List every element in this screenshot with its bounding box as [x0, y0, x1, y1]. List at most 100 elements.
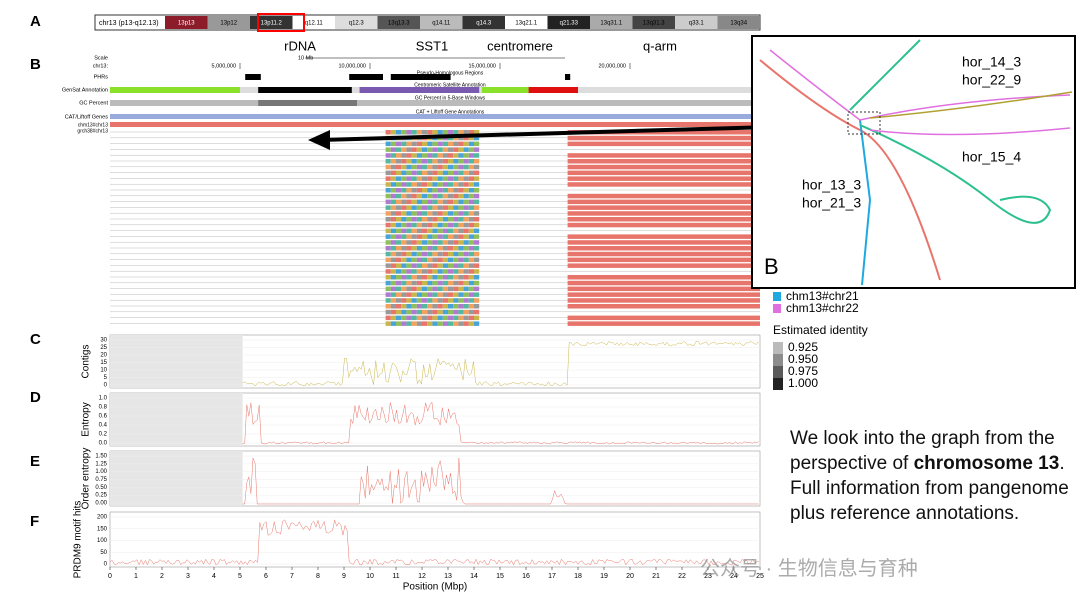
sample-segment: [391, 217, 396, 222]
x-tick-label: 1: [134, 573, 138, 580]
sample-segment: [458, 159, 463, 164]
sample-segment: [396, 246, 401, 251]
y-tick-label: 0.2: [99, 432, 108, 438]
sample-qarm: [568, 136, 760, 141]
sample-segment: [391, 269, 396, 274]
sample-segment: [458, 269, 463, 274]
sample-segment: [412, 165, 417, 170]
sample-segment: [453, 159, 458, 164]
sample-segment: [422, 252, 427, 256]
band-label: 13q21.1: [515, 21, 537, 27]
sample-segment: [464, 321, 469, 326]
sample-segment: [391, 194, 396, 199]
sample-segment: [422, 287, 427, 292]
sample-segment: [406, 281, 411, 286]
sample-segment: [391, 153, 396, 158]
sample-segment: [432, 165, 437, 170]
sample-segment: [427, 165, 432, 170]
sample-segment: [391, 240, 396, 245]
sample-segment: [438, 165, 443, 170]
sample-segment: [453, 205, 458, 210]
sample-segment: [474, 229, 479, 234]
sample-segment: [386, 234, 391, 239]
sample-segment: [401, 223, 406, 228]
sample-segment: [422, 211, 427, 216]
sample-segment: [443, 200, 448, 205]
sample-segment: [443, 217, 448, 222]
sample-segment: [464, 310, 469, 315]
sample-qarm: [568, 171, 760, 176]
sample-segment: [453, 304, 458, 309]
sample-segment: [391, 298, 396, 303]
sample-segment: [386, 194, 391, 199]
sample-segment: [406, 304, 411, 309]
sample-segment: [443, 269, 448, 274]
sample-segment: [391, 258, 396, 263]
sample-segment: [386, 281, 391, 286]
sample-segment: [448, 275, 453, 280]
sample-segment: [396, 275, 401, 280]
sample-qarm: [568, 205, 760, 210]
sample-qarm: [568, 304, 760, 309]
sample-segment: [458, 292, 463, 297]
sample-segment: [458, 263, 463, 268]
sample-segment: [427, 258, 432, 263]
gensat-red: [529, 87, 578, 93]
sample-segment: [432, 200, 437, 205]
sample-segment: [438, 246, 443, 251]
sample-segment: [438, 258, 443, 263]
y-tick-label: 0.75: [95, 477, 107, 483]
x-tick-label: 21: [652, 573, 660, 580]
y-tick-label: 1.00: [95, 469, 107, 475]
sample-segment: [412, 304, 417, 309]
sample-segment: [412, 287, 417, 292]
sample-segment: [396, 298, 401, 303]
sample-segment: [412, 223, 417, 228]
sample-segment: [474, 258, 479, 263]
sample-segment: [427, 205, 432, 210]
sample-segment: [417, 229, 422, 234]
sample-segment: [412, 240, 417, 245]
sample-qarm: [568, 153, 760, 158]
sample-segment: [443, 240, 448, 245]
sample-segment: [432, 275, 437, 280]
sample-segment: [412, 246, 417, 251]
sample-segment: [458, 234, 463, 239]
sample-segment: [401, 211, 406, 216]
sample-qarm: [568, 275, 760, 280]
sample-segment: [469, 153, 474, 158]
sample-segment: [401, 281, 406, 286]
sample-segment: [458, 182, 463, 187]
sample-segment: [422, 130, 427, 135]
sample-segment: [391, 176, 396, 181]
sample-segment: [427, 229, 432, 234]
sample-segment: [432, 171, 437, 176]
sample-segment: [427, 176, 432, 181]
sample-segment: [417, 304, 422, 309]
sample-segment: [469, 304, 474, 309]
sample-segment: [417, 217, 422, 222]
sample-qarm: [568, 165, 760, 170]
sample-qarm: [568, 234, 760, 239]
sample-segment: [453, 165, 458, 170]
sample-segment: [474, 275, 479, 280]
sample-segment: [401, 182, 406, 187]
sample-segment: [412, 298, 417, 303]
sample-segment: [458, 281, 463, 286]
sample-segment: [443, 281, 448, 286]
y-tick-label: 1.0: [99, 396, 108, 402]
sample-segment: [448, 310, 453, 315]
sample-segment: [458, 304, 463, 309]
sample-segment: [427, 292, 432, 297]
sample-segment: [443, 142, 448, 147]
sample-segment: [391, 263, 396, 268]
sample-segment: [406, 142, 411, 147]
band-label: 13p13: [178, 21, 195, 27]
sample-segment: [464, 147, 469, 152]
panel-label: E: [30, 453, 40, 470]
sample-segment: [396, 217, 401, 222]
sample-segment: [458, 147, 463, 152]
sample-segment: [422, 292, 427, 297]
sample-segment: [458, 165, 463, 170]
sample-segment: [391, 275, 396, 280]
